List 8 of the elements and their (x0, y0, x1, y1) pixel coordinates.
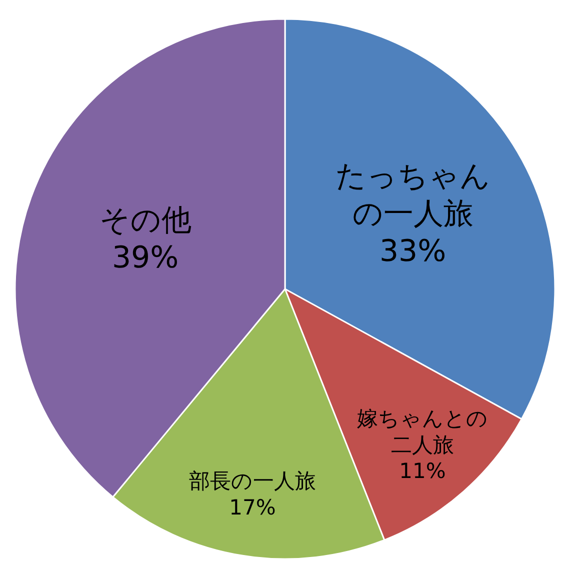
slice-label: たっちゃんの一人旅 (335, 158, 490, 231)
slice-label: 嫁ちゃんとの二人旅 (356, 406, 488, 457)
slice-label: 部長の一人旅 (188, 469, 316, 494)
slice-label: その他 (99, 202, 192, 238)
data-label: 17% (229, 495, 276, 520)
data-label: 33% (379, 233, 446, 268)
data-label: 39% (112, 240, 179, 275)
data-label: 11% (399, 459, 446, 484)
